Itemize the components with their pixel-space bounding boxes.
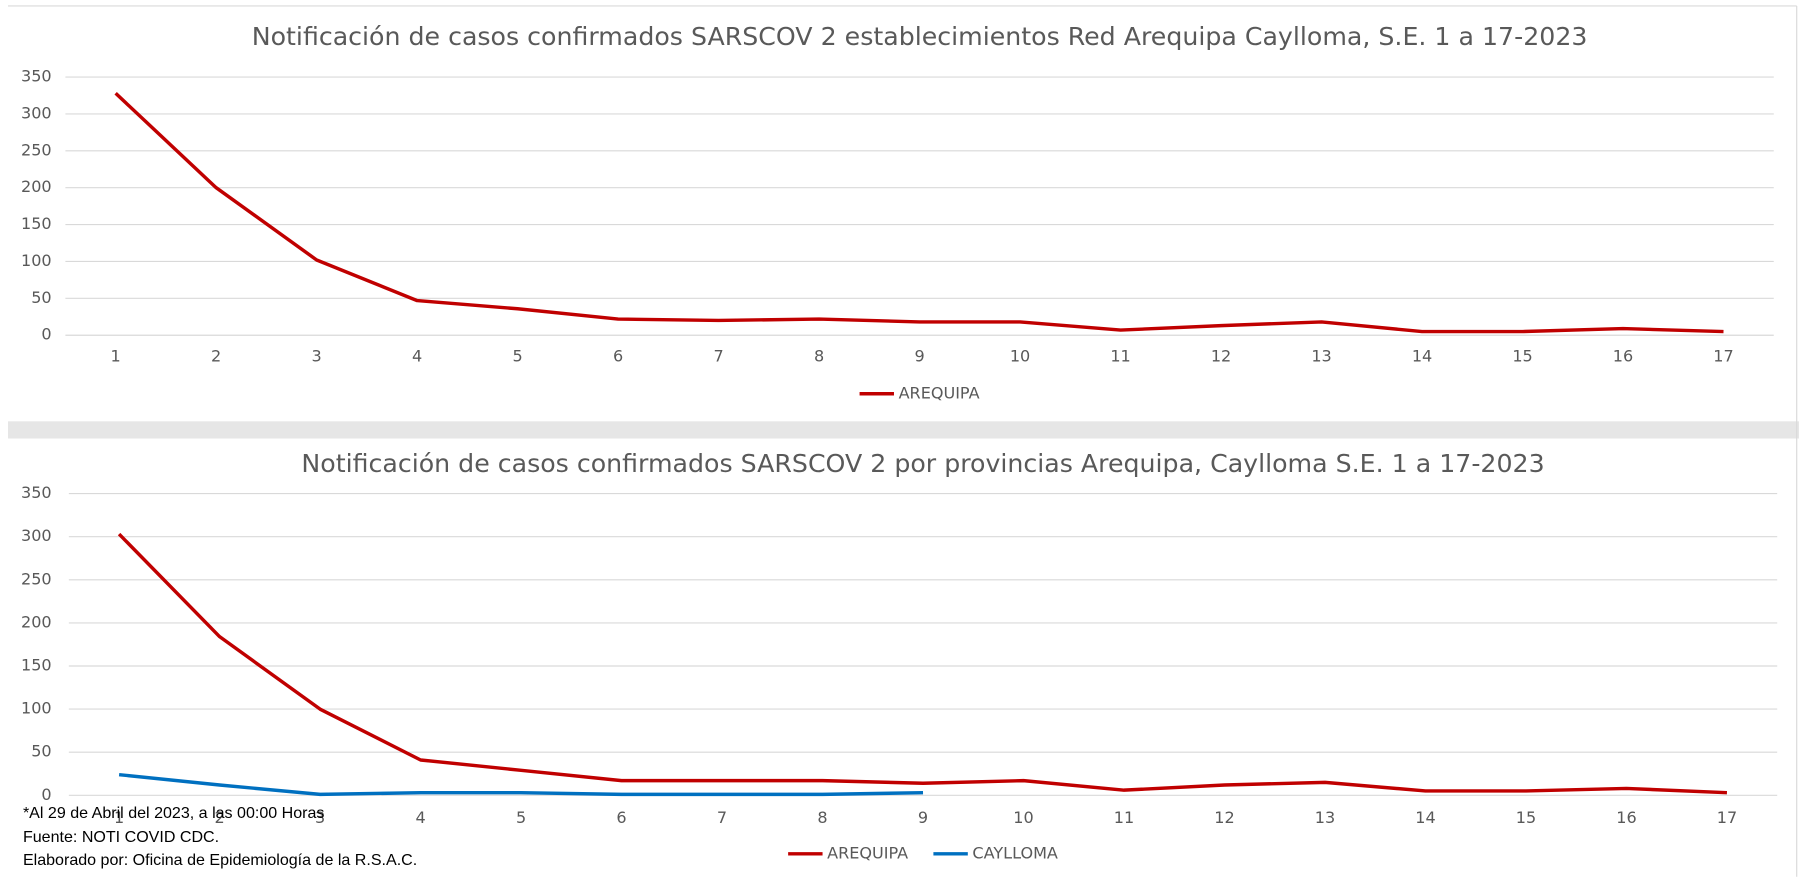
x-tick-label: 14 (1415, 808, 1435, 827)
x-tick-label: 6 (613, 347, 623, 366)
x-tick-label: 7 (713, 347, 723, 366)
x-tick-label: 8 (817, 808, 827, 827)
x-tick-label: 7 (717, 808, 727, 827)
x-tick-label: 2 (214, 808, 224, 827)
x-tick-label: 4 (415, 808, 425, 827)
y-tick-label: 50 (31, 288, 51, 307)
x-tick-label: 6 (616, 808, 626, 827)
x-tick-label: 8 (814, 347, 824, 366)
y-tick-label: 350 (21, 67, 52, 86)
y-tick-label: 200 (21, 612, 52, 631)
x-tick-label: 11 (1114, 808, 1134, 827)
x-tick-label: 4 (412, 347, 422, 366)
y-tick-label: 100 (21, 699, 52, 718)
chart-title: Notificación de casos confirmados SARSCO… (301, 449, 1544, 478)
y-tick-label: 250 (21, 569, 52, 588)
x-tick-label: 5 (516, 808, 526, 827)
y-tick-label: 0 (41, 325, 51, 344)
x-tick-label: 13 (1311, 347, 1331, 366)
y-tick-label: 300 (21, 103, 52, 122)
x-tick-label: 13 (1315, 808, 1335, 827)
series-line (114, 92, 1724, 334)
x-tick-label: 17 (1713, 347, 1733, 366)
x-tick-label: 17 (1717, 808, 1737, 827)
x-tick-label: 16 (1616, 808, 1636, 827)
legend-label: AREQUIPA (899, 383, 980, 402)
x-tick-label: 1 (114, 808, 124, 827)
x-tick-label: 15 (1512, 347, 1532, 366)
chart-title: Notificación de casos confirmados SARSCO… (252, 22, 1588, 51)
y-tick-label: 50 (31, 742, 51, 761)
x-tick-label: 1 (111, 347, 121, 366)
x-tick-label: 10 (1013, 808, 1033, 827)
series-line (118, 772, 924, 797)
y-tick-label: 100 (21, 251, 52, 270)
x-tick-label: 9 (914, 347, 924, 366)
legend-label: CAYLLOMA (972, 843, 1058, 862)
note: Elaborado por: Oficina de Epidemiología … (23, 851, 417, 869)
note: *Al 29 de Abril del 2023, a las 00:00 Ho… (23, 804, 325, 822)
x-tick-label: 5 (513, 347, 523, 366)
y-tick-label: 150 (21, 214, 52, 233)
x-tick-label: 14 (1412, 347, 1432, 366)
x-tick-label: 15 (1516, 808, 1536, 827)
x-tick-label: 9 (918, 808, 928, 827)
x-tick-label: 12 (1214, 808, 1234, 827)
y-tick-label: 350 (21, 483, 52, 502)
x-tick-label: 3 (315, 808, 325, 827)
legend-label: AREQUIPA (827, 843, 908, 862)
x-tick-label: 16 (1613, 347, 1633, 366)
y-tick-label: 0 (41, 785, 51, 804)
y-tick-label: 250 (21, 140, 52, 159)
separator (8, 421, 1799, 439)
x-tick-label: 11 (1110, 347, 1130, 366)
y-tick-label: 150 (21, 655, 52, 674)
y-tick-label: 300 (21, 526, 52, 545)
x-tick-label: 2 (211, 347, 221, 366)
x-tick-label: 10 (1010, 347, 1030, 366)
x-tick-label: 12 (1211, 347, 1231, 366)
y-tick-label: 200 (21, 177, 52, 196)
series-line (117, 532, 1728, 795)
note: Fuente: NOTI COVID CDC. (23, 828, 219, 846)
x-tick-label: 3 (312, 347, 322, 366)
